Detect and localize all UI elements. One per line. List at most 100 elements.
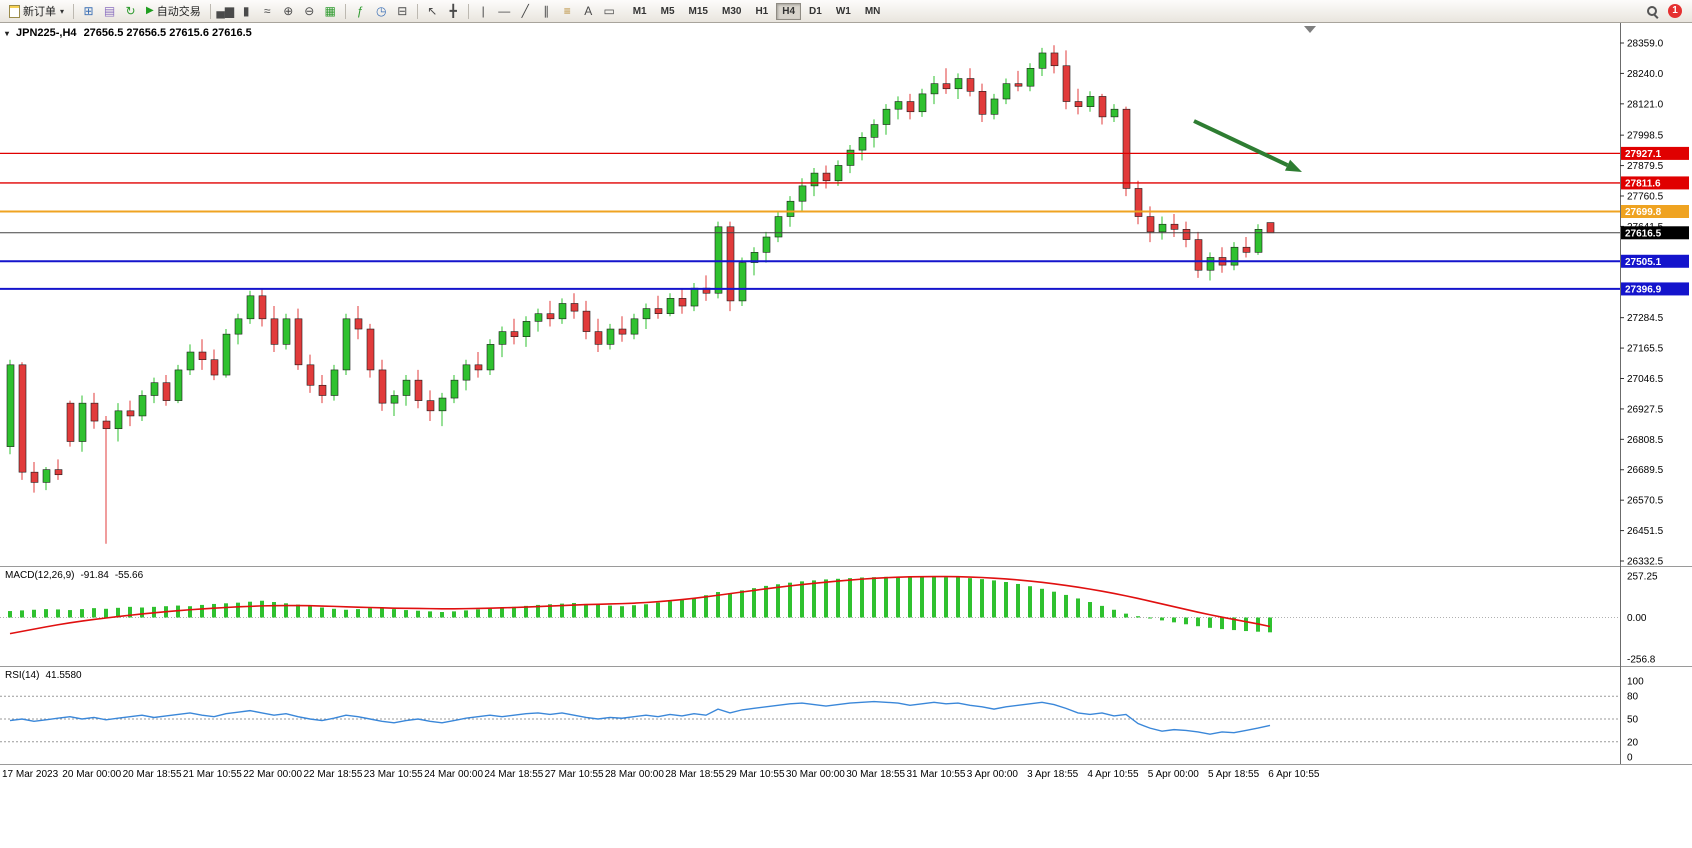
autotrading-button[interactable]: ▶ 自动交易 — [141, 2, 206, 20]
svg-text:27396.9: 27396.9 — [1625, 284, 1662, 295]
horizontal-line-icon: — — [498, 4, 511, 18]
timeframe-button-mn[interactable]: MN — [859, 3, 887, 20]
rsi-label: RSI(14) 41.5580 — [5, 670, 82, 681]
cursor-icon: ↖ — [427, 4, 438, 18]
macd-label: MACD(12,26,9) -91.84 -55.66 — [5, 570, 143, 581]
fibonacci-retracement-icon: ≡ — [563, 4, 571, 18]
search-icon[interactable] — [1646, 5, 1659, 18]
symbol-timeframe-label: JPN225-,H4 — [16, 27, 77, 39]
rsi-layer: 100 80 50 20 0 — [9, 677, 1644, 764]
svg-text:28240.0: 28240.0 — [1627, 69, 1664, 80]
refresh-button[interactable]: ↻ — [120, 2, 141, 20]
svg-text:27165.5: 27165.5 — [1627, 344, 1664, 355]
svg-text:26689.5: 26689.5 — [1627, 465, 1664, 476]
candles-layer — [6, 45, 1275, 544]
svg-text:30 Mar 18:55: 30 Mar 18:55 — [846, 769, 905, 780]
grid-button[interactable]: ▦ — [320, 2, 341, 20]
bar-chart-button[interactable]: ▄▆ — [215, 2, 236, 20]
timeframe-button-m5[interactable]: M5 — [655, 3, 681, 20]
rsi-value: 41.5580 — [45, 670, 82, 681]
chart-title: ▾ JPN225-,H4 27656.5 27656.5 27615.6 276… — [5, 27, 252, 39]
cursor-button[interactable]: ↖ — [422, 2, 443, 20]
profiles-button[interactable]: ▤ — [99, 2, 120, 20]
svg-text:27505.1: 27505.1 — [1625, 257, 1662, 268]
trend-arrow — [1193, 119, 1302, 172]
ohlc-values: 27656.5 27656.5 27615.6 27616.5 — [83, 27, 252, 39]
line-chart-icon: ≈ — [263, 4, 271, 18]
macd-main-value: -91.84 — [80, 570, 109, 581]
timeframe-button-w1[interactable]: W1 — [830, 3, 857, 20]
svg-text:28 Mar 18:55: 28 Mar 18:55 — [665, 769, 724, 780]
text-button[interactable]: A — [578, 2, 599, 20]
panel-frames — [0, 22, 1692, 765]
svg-text:27046.5: 27046.5 — [1627, 374, 1664, 385]
new-order-button[interactable]: 新订单 ▾ — [4, 2, 69, 20]
svg-text:21 Mar 10:55: 21 Mar 10:55 — [183, 769, 242, 780]
svg-text:5 Apr 00:00: 5 Apr 00:00 — [1148, 769, 1200, 780]
svg-text:6 Apr 10:55: 6 Apr 10:55 — [1268, 769, 1320, 780]
toolbar-separator — [209, 3, 211, 19]
toolbar-separator — [73, 3, 75, 19]
svg-text:27811.6: 27811.6 — [1625, 178, 1661, 189]
fibonacci-retracement-button[interactable]: ≡ — [557, 2, 578, 20]
rsi-name: RSI(14) — [5, 670, 40, 681]
new-chart-icon: ⊞ — [83, 4, 94, 18]
svg-text:4 Apr 10:55: 4 Apr 10:55 — [1087, 769, 1139, 780]
refresh-icon: ↻ — [125, 4, 136, 18]
svg-text:24 Mar 18:55: 24 Mar 18:55 — [484, 769, 543, 780]
timeframe-button-m30[interactable]: M30 — [716, 3, 747, 20]
horizontal-line-button[interactable]: — — [494, 2, 515, 20]
crosshair-button[interactable]: ╋ — [443, 2, 464, 20]
chart-shift-marker — [1304, 26, 1316, 33]
timeframe-button-d1[interactable]: D1 — [803, 3, 828, 20]
label-button[interactable]: ▭ — [599, 2, 620, 20]
price-axis: 28359.0 28240.0 28121.0 27998.5 27879.5 27760… — [1620, 39, 1689, 568]
vertical-line-button[interactable]: | — [473, 2, 494, 20]
indicators-button[interactable]: ƒ — [350, 2, 371, 20]
svg-text:28 Mar 00:00: 28 Mar 00:00 — [605, 769, 664, 780]
svg-text:27998.5: 27998.5 — [1627, 131, 1664, 142]
svg-text:3 Apr 18:55: 3 Apr 18:55 — [1027, 769, 1079, 780]
svg-text:20 Mar 18:55: 20 Mar 18:55 — [123, 769, 182, 780]
periods-button[interactable]: ◷ — [371, 2, 392, 20]
label-icon: ▭ — [603, 4, 615, 18]
toolbar-right-group: 1 — [1646, 4, 1688, 18]
timeframe-button-h1[interactable]: H1 — [749, 3, 774, 20]
macd-signal-value: -55.66 — [114, 570, 144, 581]
svg-text:20: 20 — [1627, 737, 1639, 748]
svg-text:22 Mar 00:00: 22 Mar 00:00 — [243, 769, 302, 780]
svg-text:23 Mar 10:55: 23 Mar 10:55 — [364, 769, 423, 780]
svg-text:26451.5: 26451.5 — [1627, 526, 1664, 537]
toolbar-separator — [344, 3, 346, 19]
time-axis: 17 Mar 2023 20 Mar 00:00 20 Mar 18:55 21 Ma… — [2, 769, 1320, 780]
trendline-button[interactable]: ╱ — [515, 2, 536, 20]
notification-badge[interactable]: 1 — [1668, 4, 1682, 18]
line-chart-button[interactable]: ≈ — [257, 2, 278, 20]
zoom-in-button[interactable]: ⊕ — [278, 2, 299, 20]
svg-text:31 Mar 10:55: 31 Mar 10:55 — [907, 769, 966, 780]
vertical-line-icon: | — [481, 4, 485, 18]
bar-chart-icon: ▄▆ — [216, 4, 235, 18]
autotrading-label: 自动交易 — [156, 6, 201, 18]
svg-text:0.00: 0.00 — [1627, 613, 1647, 624]
templates-button[interactable]: ⊟ — [392, 2, 413, 20]
svg-text:26332.5: 26332.5 — [1627, 557, 1664, 568]
zoom-in-icon: ⊕ — [283, 4, 294, 18]
svg-text:5 Apr 18:55: 5 Apr 18:55 — [1208, 769, 1260, 780]
timeframe-button-h4[interactable]: H4 — [776, 2, 802, 20]
timeframe-button-m15[interactable]: M15 — [683, 3, 714, 20]
equidistant-channel-button[interactable]: ∥ — [536, 2, 557, 20]
svg-text:26927.5: 26927.5 — [1627, 404, 1664, 415]
svg-text:20 Mar 00:00: 20 Mar 00:00 — [62, 769, 121, 780]
zoom-out-button[interactable]: ⊖ — [299, 2, 320, 20]
collapse-ohlc-icon[interactable]: ▾ — [5, 28, 10, 38]
timeframe-button-m1[interactable]: M1 — [627, 3, 653, 20]
svg-text:26808.5: 26808.5 — [1627, 435, 1664, 446]
templates-icon: ⊟ — [397, 4, 408, 18]
svg-text:3 Apr 00:00: 3 Apr 00:00 — [967, 769, 1019, 780]
svg-text:28121.0: 28121.0 — [1627, 99, 1664, 110]
candlestick-chart-button[interactable]: ▮ — [236, 2, 257, 20]
equidistant-channel-icon: ∥ — [543, 4, 550, 18]
new-chart-button[interactable]: ⊞ — [78, 2, 99, 20]
